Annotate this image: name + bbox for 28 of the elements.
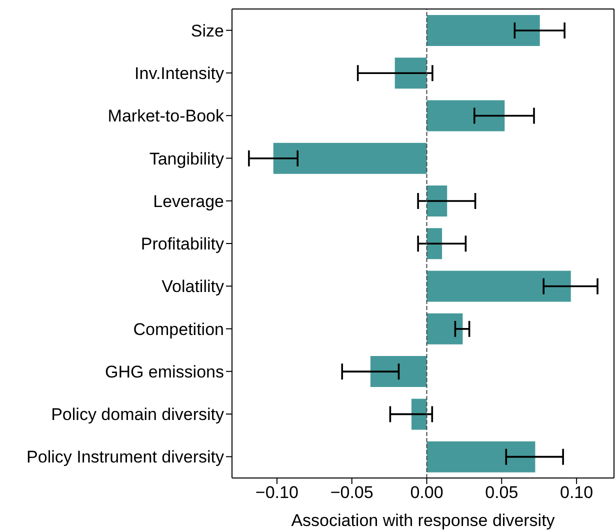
bar — [426, 228, 442, 260]
bar — [426, 100, 505, 132]
x-tick-label: −0.10 — [255, 483, 298, 502]
x-tick-label: 0.10 — [560, 483, 594, 502]
bar — [426, 14, 540, 46]
bar — [426, 270, 571, 302]
y-tick-label: Inv.Intensity — [134, 64, 224, 83]
y-tick-label: Leverage — [153, 192, 224, 211]
x-tick-label: −0.05 — [330, 483, 374, 502]
bar — [426, 441, 536, 472]
bar — [426, 313, 463, 344]
bar — [370, 356, 427, 388]
y-tick-label: Competition — [133, 320, 224, 339]
x-axis-title: Association with response diversity — [291, 511, 556, 530]
y-tick-label: Policy domain diversity — [51, 405, 224, 424]
y-tick-label: Profitability — [140, 234, 224, 254]
x-tick-label: 0.00 — [410, 483, 444, 502]
y-tick-label: GHG emissions — [104, 362, 224, 382]
y-tick-label: Size — [190, 21, 224, 40]
bar — [411, 398, 427, 430]
bar — [394, 58, 427, 89]
y-tick-label: Tangibility — [149, 149, 224, 168]
y-tick-label: Policy Instrument diversity — [26, 448, 224, 467]
bar — [273, 142, 427, 174]
bar — [426, 186, 448, 217]
y-tick-label: Volatility — [162, 277, 224, 296]
y-tick-label: Market-to-Book — [108, 106, 224, 126]
x-tick-label: 0.05 — [485, 483, 518, 502]
